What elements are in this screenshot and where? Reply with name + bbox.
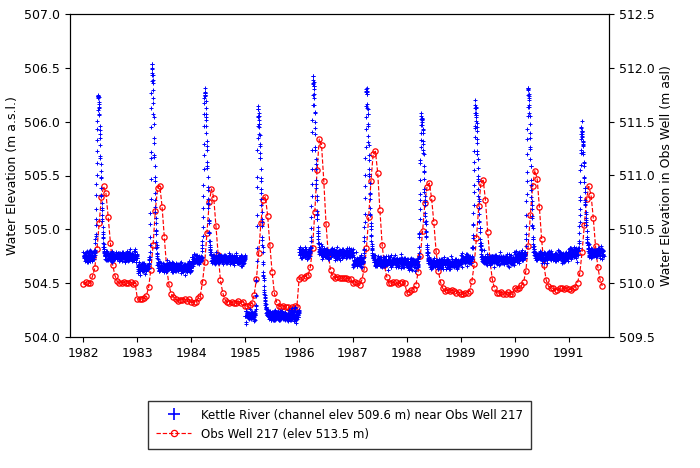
Legend: Kettle River (channel elev 509.6 m) near Obs Well 217, Obs Well 217 (elev 513.5 : Kettle River (channel elev 509.6 m) near… xyxy=(148,401,531,449)
Y-axis label: Water Elevation in Obs Well (m asl): Water Elevation in Obs Well (m asl) xyxy=(660,65,673,286)
Y-axis label: Water Elevation (m a.s.l.): Water Elevation (m a.s.l.) xyxy=(6,96,19,255)
